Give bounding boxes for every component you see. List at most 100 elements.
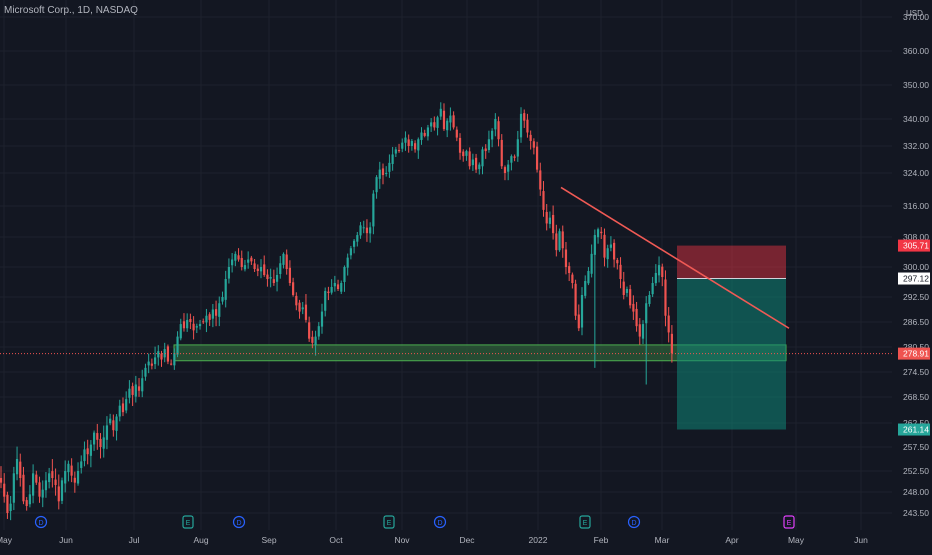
- candle-body: [552, 214, 555, 234]
- candle-body: [83, 449, 86, 462]
- candle-body: [388, 162, 391, 172]
- earnings-icon[interactable]: [579, 515, 591, 529]
- candle-body: [41, 489, 44, 498]
- price-badge-risk[interactable]: [898, 239, 930, 252]
- price-badge-label: 261.14: [903, 425, 929, 435]
- candle-body: [76, 471, 80, 484]
- candle-body: [442, 110, 446, 130]
- candle-body: [227, 267, 231, 279]
- candle-body: [359, 225, 362, 236]
- overlays: [0, 186, 892, 355]
- candle-body: [638, 324, 641, 337]
- candle-body: [417, 139, 420, 151]
- candle-body: [574, 283, 577, 316]
- candle-body: [648, 295, 651, 304]
- candle-body: [378, 169, 381, 179]
- dividend-icon[interactable]: [627, 515, 641, 529]
- candle-body: [497, 121, 500, 140]
- price-badge-label: 305.71: [903, 241, 929, 251]
- candle-body: [131, 386, 134, 395]
- take-profit-zone[interactable]: [677, 278, 786, 430]
- candle-body: [661, 266, 664, 277]
- price-tick-label: 252.50: [903, 466, 929, 476]
- candle-body: [616, 259, 619, 264]
- candle-body: [629, 289, 632, 306]
- candle-body: [353, 240, 356, 247]
- candle-body: [333, 283, 336, 287]
- candle-body: [214, 309, 218, 316]
- event-marker-label: E: [186, 520, 191, 527]
- candle-body: [336, 284, 340, 289]
- drawings[interactable]: [173, 245, 787, 430]
- candle-body: [141, 378, 144, 392]
- candle-body: [231, 259, 234, 266]
- earnings-icon[interactable]: [182, 515, 194, 529]
- candle-body: [266, 274, 269, 279]
- candle-body: [609, 244, 612, 248]
- candle-body: [593, 235, 596, 255]
- candle-body: [221, 297, 224, 302]
- candle-body: [67, 463, 70, 473]
- candle-body: [423, 132, 426, 136]
- candle-body: [340, 283, 343, 292]
- price-tick-label: 286.50: [903, 317, 929, 327]
- price-axis[interactable]: 370.00 360.00 350.00 340.00 332.00 324.00 316.…: [892, 0, 932, 550]
- price-tick-label: 316.00: [903, 201, 929, 211]
- candle-body: [654, 273, 657, 284]
- earnings-icon[interactable]: [783, 515, 795, 529]
- candle-body: [253, 263, 256, 269]
- candle-body: [619, 264, 622, 279]
- candle-body: [118, 405, 121, 417]
- dividend-icon[interactable]: [433, 515, 447, 529]
- candle-body: [577, 314, 580, 329]
- candle-body: [375, 177, 378, 193]
- candle-body: [144, 367, 147, 377]
- candle-body: [590, 253, 593, 274]
- price-badge-last[interactable]: [898, 347, 930, 360]
- candle-body: [603, 234, 606, 258]
- price-badge-entry[interactable]: [898, 272, 930, 285]
- candle-body: [606, 248, 609, 260]
- candle-body: [57, 486, 60, 502]
- candle-body: [420, 132, 423, 140]
- price-tick-label: 332.00: [903, 141, 929, 151]
- candle-body: [6, 494, 9, 513]
- candle-body: [282, 253, 285, 265]
- candle-body: [25, 500, 28, 506]
- candle-body: [622, 281, 625, 295]
- time-axis[interactable]: May Jun Jul Aug Sep Oct Nov Dec 2022 Feb Mar Apr May…: [0, 535, 868, 545]
- candle-body: [295, 295, 298, 306]
- candle-body: [433, 122, 436, 128]
- candle-body: [105, 425, 109, 440]
- stop-loss-zone[interactable]: [677, 245, 786, 279]
- time-tick-label: Nov: [394, 535, 410, 545]
- time-tick-label: May: [0, 535, 13, 545]
- candle-body: [584, 281, 587, 296]
- candle-body: [494, 119, 497, 130]
- earnings-icon[interactable]: [383, 515, 395, 529]
- candle-body: [465, 151, 468, 156]
- time-tick-label: Oct: [329, 535, 343, 545]
- candle-body: [96, 433, 99, 440]
- event-marker-label: D: [236, 520, 241, 527]
- candle-body: [645, 303, 648, 324]
- candle-body: [324, 291, 327, 311]
- candle-body: [157, 351, 160, 358]
- candle-body: [285, 254, 288, 269]
- candle-body: [176, 336, 179, 355]
- event-marker-label: D: [437, 520, 442, 527]
- candle-body: [202, 321, 205, 323]
- dividend-icon[interactable]: [232, 515, 246, 529]
- candle-body: [526, 119, 529, 133]
- candle-body: [28, 494, 31, 505]
- dividend-icon[interactable]: [34, 515, 48, 529]
- price-badge-target[interactable]: [898, 423, 930, 436]
- candle-body: [250, 257, 253, 262]
- candle-body: [54, 479, 57, 485]
- candle-body: [513, 156, 516, 158]
- time-tick-label: Jun: [854, 535, 868, 545]
